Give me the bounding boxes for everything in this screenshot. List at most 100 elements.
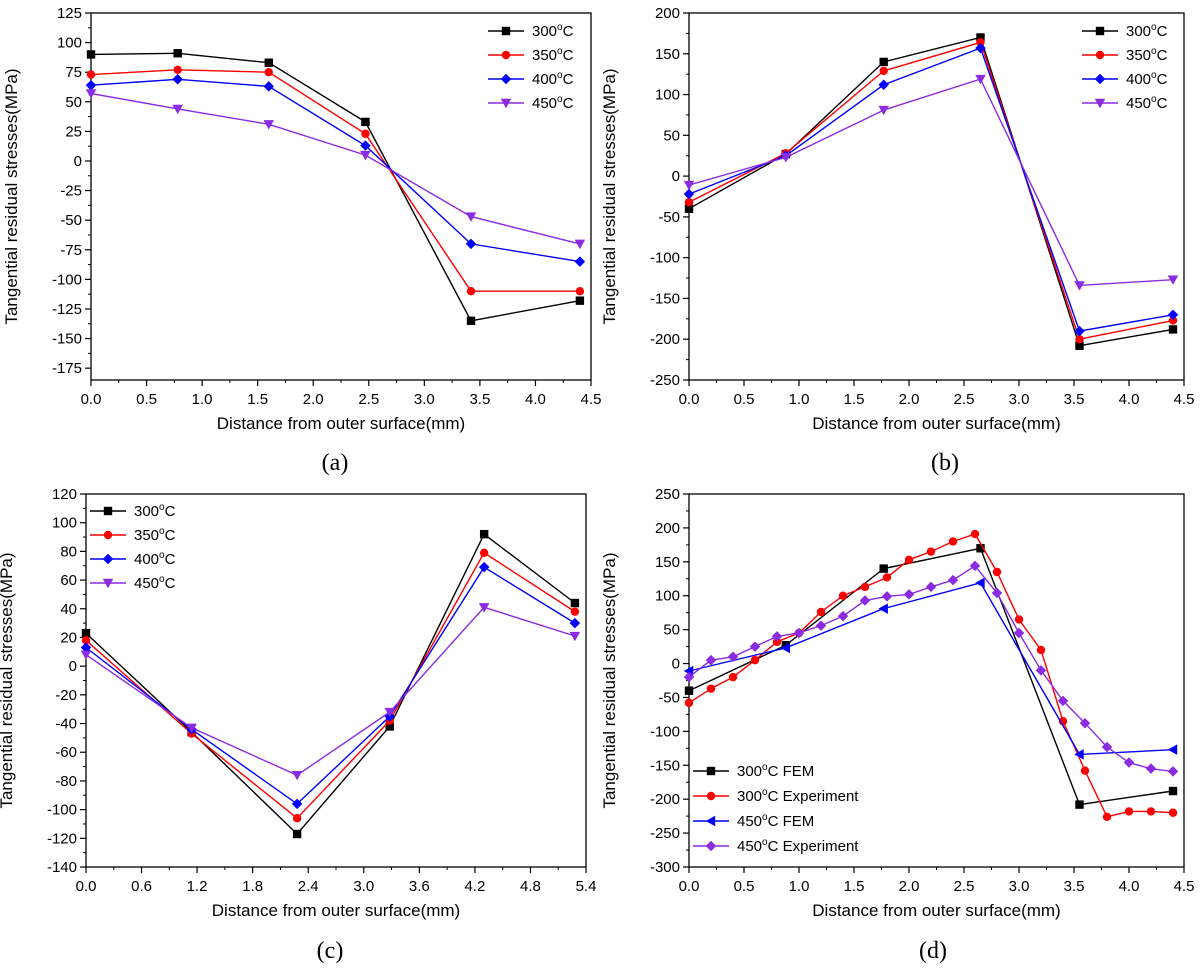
series-line	[85, 551, 576, 820]
data-point	[925, 581, 937, 593]
series-3	[85, 74, 586, 267]
plot-frame	[688, 12, 1185, 381]
y-tick-label: -50	[658, 209, 680, 226]
x-tick-label: 0.0	[81, 391, 102, 408]
data-point	[574, 239, 586, 250]
y-axis-label: Tangential residual stresses(MPa)	[0, 552, 16, 808]
y-tick-label: -150	[52, 331, 82, 348]
data-point	[172, 74, 183, 85]
x-tick-label: 5.4	[576, 878, 597, 895]
y-tick-label: -125	[52, 301, 82, 318]
x-tick-label: 4.0	[1119, 391, 1140, 408]
data-point	[879, 57, 888, 67]
data-point	[1075, 341, 1084, 350]
data-point	[904, 555, 914, 564]
panel-label: (d)	[919, 938, 947, 964]
x-tick-label: 4.8	[520, 878, 541, 895]
data-point	[1168, 325, 1178, 334]
data-point	[970, 529, 980, 539]
y-tick-label: 125	[57, 5, 82, 22]
data-point	[969, 560, 981, 572]
series-2	[684, 38, 1178, 344]
panel-label: (b)	[931, 450, 959, 476]
data-point	[750, 655, 760, 665]
series-3	[683, 577, 1178, 760]
x-tick-label: 1.8	[242, 878, 263, 895]
data-point	[574, 256, 586, 267]
x-tick-label: 2.5	[358, 391, 379, 408]
data-point	[816, 607, 826, 617]
x-tick-label: 1.2	[187, 878, 208, 895]
data-point	[292, 829, 302, 839]
data-point	[1036, 645, 1046, 655]
legend-marker	[103, 530, 113, 540]
y-tick-label: 50	[65, 94, 82, 111]
legend-marker	[705, 840, 717, 852]
data-point	[570, 607, 580, 616]
data-point	[976, 38, 985, 47]
data-point	[575, 287, 585, 296]
data-point	[975, 42, 986, 54]
data-point	[1075, 800, 1084, 809]
x-tick-label: 2.5	[954, 878, 975, 895]
y-tick-label: -150	[650, 757, 680, 774]
data-point	[173, 65, 182, 75]
legend-label: 300oC	[532, 22, 574, 40]
x-tick-label: 4.0	[525, 391, 546, 408]
legend-label: 300oC	[134, 502, 176, 520]
chart-panel-4: 0.0 0.5 1.0 1.5 2.0 2.5 3.0 3.5 4.0 4.5 250 200 150 1…	[600, 486, 1194, 964]
legend-marker	[705, 815, 716, 827]
data-point	[838, 591, 848, 600]
data-point	[263, 81, 275, 92]
data-point	[684, 698, 694, 708]
data-point	[683, 180, 695, 191]
x-axis-label: Distance from outer surface(mm)	[812, 414, 1060, 433]
series-4	[80, 603, 581, 781]
data-point	[264, 58, 273, 67]
legend-label: 450oC FEM	[737, 812, 814, 830]
data-point	[291, 798, 303, 810]
data-point	[976, 544, 985, 553]
data-point	[878, 603, 888, 614]
series-line	[90, 69, 580, 292]
x-tick-label: 3.0	[1009, 391, 1030, 408]
data-point	[992, 567, 1002, 577]
data-point	[478, 561, 490, 573]
legend-marker	[103, 506, 113, 516]
y-tick-label: -25	[60, 183, 82, 200]
y-tick-label: -140	[47, 859, 77, 876]
data-point	[975, 577, 985, 589]
legend-label: 400oC	[532, 70, 574, 88]
series-line	[688, 564, 1174, 773]
y-tick-label: -60	[55, 744, 77, 761]
y-tick-label: -175	[52, 360, 82, 377]
data-point	[570, 598, 580, 608]
data-point	[1123, 757, 1135, 768]
data-point	[384, 707, 395, 718]
data-point	[684, 204, 694, 213]
data-point	[465, 238, 477, 250]
x-tick-label: 2.5	[954, 391, 975, 408]
series-line	[688, 547, 1174, 806]
chart-panel-2: 0.0 0.5 1.0 1.5 2.0 2.5 3.0 3.5 4.0 4.5 200 150 100 5…	[600, 5, 1194, 476]
y-tick-label: 250	[655, 486, 680, 503]
x-tick-label: 2.0	[899, 878, 920, 895]
data-point	[772, 637, 782, 647]
data-point	[1124, 807, 1134, 816]
y-tick-label: -300	[650, 859, 680, 876]
data-point	[683, 665, 694, 677]
legend-label: 350oC	[532, 46, 574, 64]
y-tick-label: 0	[672, 168, 680, 185]
x-tick-label: 3.6	[409, 878, 430, 895]
legend-label: 350oC	[134, 526, 176, 544]
y-tick-label: 100	[57, 35, 82, 52]
x-tick-label: 3.5	[1064, 878, 1085, 895]
y-tick-label: -150	[650, 290, 680, 307]
y-axis-label: Tangential residual stresses(MPa)	[600, 552, 619, 808]
y-axis-label: Tangential residual stresses(MPa)	[2, 68, 21, 324]
data-point	[86, 70, 96, 79]
x-tick-label: 0.0	[679, 878, 700, 895]
x-tick-label: 4.5	[1174, 391, 1195, 408]
x-tick-label: 1.5	[844, 878, 865, 895]
y-tick-label: -100	[52, 271, 82, 288]
